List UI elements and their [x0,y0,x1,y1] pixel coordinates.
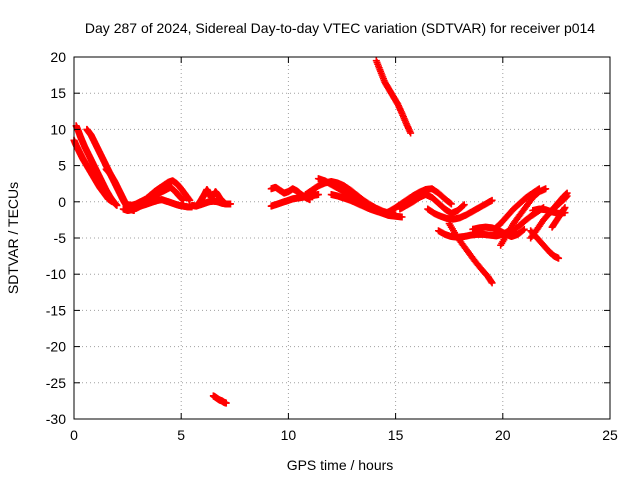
y-tick-label: 0 [58,194,66,210]
x-tick-label: 5 [177,427,185,443]
data-point [447,200,455,208]
series-arc-24 [490,185,543,233]
data-point [563,189,571,197]
data-point [488,196,496,204]
data-point [407,129,415,137]
data-point [459,202,467,210]
y-tick-label: -30 [46,411,66,427]
y-tick-label: 15 [50,85,66,101]
series-arc-10 [209,392,230,407]
series-arc-19 [424,196,496,223]
series-arc-17 [383,185,455,217]
data-point [113,201,121,209]
data-point [555,254,563,262]
series-arc-29 [548,204,569,231]
x-axis-label: GPS time / hours [287,457,394,473]
y-tick-label: 20 [50,49,66,65]
data-point [398,213,406,221]
y-tick-label: -10 [46,266,66,282]
series-arc-27 [527,227,563,262]
data-point [460,201,468,209]
data-point [179,196,187,204]
y-tick-label: 10 [50,121,66,137]
y-tick-label: -15 [46,302,66,318]
data-point [227,200,235,208]
axis-ticks: 0 5 10 15 20 25 -30 -25 -20 -15 -10 -5 0 5 10 15 20 [46,49,618,443]
data-point [542,185,550,193]
data-point [222,399,230,407]
data-point [446,199,454,207]
y-tick-label: -25 [46,375,66,391]
data-point [306,196,314,204]
y-tick-label: 5 [58,158,66,174]
series-arc-18 [396,191,468,217]
y-tick-label: -5 [54,230,67,246]
x-tick-label: 15 [388,427,404,443]
y-tick-label: -20 [46,339,66,355]
series-arc-2 [72,122,121,209]
x-tick-label: 0 [70,427,78,443]
series-arc-16 [372,57,415,137]
x-tick-label: 20 [495,427,511,443]
data-point [488,279,496,287]
data-point [561,204,569,212]
data-point [535,185,543,193]
data-point [314,191,322,199]
chart-title: Day 287 of 2024, Sidereal Day-to-day VTE… [85,20,595,36]
series-arc-30 [546,189,571,216]
series-arc-11 [267,191,322,210]
series-arc-9 [194,185,228,208]
data-point [220,199,228,207]
y-axis-label: SDTVAR / TECUs [5,182,21,294]
data-point [186,196,194,204]
series-arc-7 [143,177,194,204]
x-tick-label: 25 [602,427,618,443]
data-point [519,226,527,234]
x-tick-label: 10 [281,427,297,443]
data-points [70,57,571,407]
grid [74,57,610,419]
data-point [520,225,528,233]
series-arc-21 [445,220,496,287]
series-arc-12 [267,183,314,204]
